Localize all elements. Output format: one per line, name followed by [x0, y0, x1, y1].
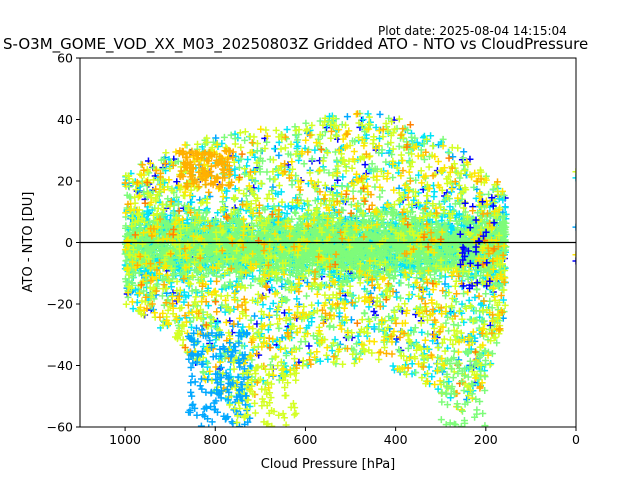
scatter-point	[306, 350, 314, 358]
scatter-point	[412, 369, 420, 377]
scatter-point	[230, 195, 238, 203]
scatter-point	[293, 295, 301, 303]
scatter-points	[121, 110, 576, 427]
scatter-point	[231, 185, 239, 193]
scatter-point	[204, 302, 212, 310]
scatter-point	[488, 350, 496, 358]
scatter-point	[328, 305, 336, 313]
scatter-point	[298, 205, 306, 213]
scatter-point	[410, 196, 418, 204]
scatter-point	[149, 306, 157, 314]
scatter-point	[303, 279, 311, 287]
scatter-point	[424, 330, 432, 338]
scatter-point	[485, 190, 493, 198]
scatter-point	[349, 178, 357, 186]
scatter-point	[269, 183, 277, 191]
scatter-point	[359, 116, 367, 124]
scatter-point	[239, 323, 247, 331]
scatter-point	[222, 194, 230, 202]
scatter-point	[449, 153, 457, 161]
scatter-point	[499, 196, 507, 204]
scatter-point	[247, 316, 255, 324]
scatter-point	[339, 173, 347, 181]
chart-title: S-O3M_GOME_VOD_XX_M03_20250803Z Gridded …	[3, 35, 589, 53]
scatter-point	[338, 182, 346, 190]
scatter-point	[275, 324, 283, 332]
scatter-point	[220, 133, 228, 141]
scatter-point	[316, 357, 324, 365]
scatter-point	[303, 292, 311, 300]
scatter-point	[499, 296, 507, 304]
scatter-point	[244, 155, 252, 163]
scatter-point	[364, 110, 372, 118]
scatter-point	[446, 203, 454, 211]
scatter-point	[393, 293, 401, 301]
scatter-point	[395, 142, 403, 150]
scatter-point	[292, 209, 300, 217]
scatter-point	[389, 174, 397, 182]
scatter-point	[364, 323, 372, 331]
scatter-point	[269, 299, 277, 307]
scatter-point	[376, 193, 384, 201]
scatter-point	[302, 119, 310, 127]
scatter-point	[343, 113, 351, 121]
scatter-point	[251, 312, 259, 320]
scatter-point	[242, 401, 250, 409]
scatter-point	[361, 161, 369, 169]
scatter-point	[278, 283, 286, 291]
scatter-point	[266, 305, 274, 313]
scatter-point	[129, 305, 137, 313]
scatter-point	[326, 112, 334, 120]
scatter-point	[425, 290, 433, 298]
scatter-point	[173, 178, 181, 186]
plot-date: Plot date: 2025-08-04 14:15:04	[378, 24, 567, 38]
scatter-point	[192, 324, 200, 332]
scatter-point	[370, 308, 378, 316]
scatter-point	[397, 279, 405, 287]
scatter-point	[283, 126, 291, 134]
scatter-point	[278, 334, 286, 342]
scatter-point	[259, 301, 267, 309]
scatter-point	[427, 132, 435, 140]
scatter-point	[275, 151, 283, 159]
scatter-point	[397, 294, 405, 302]
scatter-point	[378, 290, 386, 298]
scatter-point	[376, 110, 384, 118]
scatter-point	[300, 160, 308, 168]
scatter-point	[231, 165, 239, 173]
scatter-point	[460, 148, 468, 156]
scatter-point	[284, 161, 292, 169]
scatter-point	[212, 134, 220, 142]
scatter-point	[271, 145, 279, 153]
scatter-point	[334, 176, 342, 184]
scatter-point	[389, 362, 397, 370]
scatter-point	[235, 164, 243, 172]
scatter-point	[291, 208, 299, 216]
scatter-point	[305, 342, 313, 350]
scatter-point	[458, 189, 466, 197]
scatter-point	[349, 187, 357, 195]
scatter-point	[264, 326, 272, 334]
scatter-point	[437, 272, 445, 280]
scatter-point	[441, 273, 449, 281]
scatter-point	[314, 299, 322, 307]
scatter-point	[258, 314, 266, 322]
scatter-point	[430, 193, 438, 201]
scatter-point	[361, 309, 369, 317]
scatter-point	[418, 328, 426, 336]
scatter-point	[471, 294, 479, 302]
scatter-point	[482, 290, 490, 298]
scatter-point	[324, 355, 332, 363]
scatter-point	[226, 317, 234, 325]
